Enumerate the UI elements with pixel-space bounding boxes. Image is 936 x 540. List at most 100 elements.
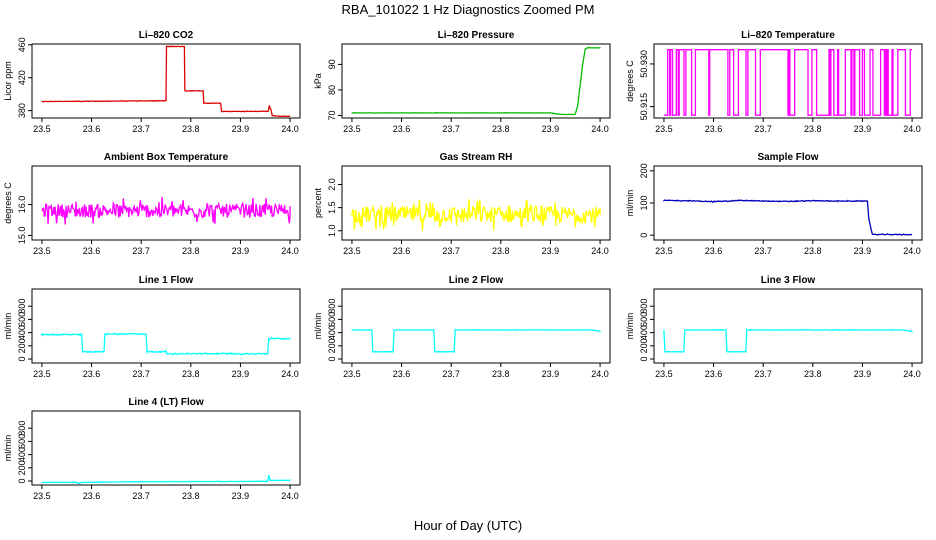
- x-tick-label: 23.9: [232, 246, 250, 256]
- y-axis-label: degrees C: [3, 182, 13, 224]
- figure-title: RBA_101022 1 Hz Diagnostics Zoomed PM: [341, 2, 595, 17]
- y-axis-label: ml/min: [313, 313, 323, 340]
- x-tick-label: 23.6: [393, 246, 411, 256]
- chart-title: Ambient Box Temperature: [104, 152, 229, 163]
- x-tick-label: 23.6: [83, 369, 101, 379]
- y-axis-label: ml/min: [625, 190, 635, 217]
- series-line: [41, 474, 291, 484]
- x-tick-label: 23.5: [655, 369, 673, 379]
- x-tick-label: 23.9: [232, 369, 250, 379]
- y-tick-label: 50.930: [639, 50, 649, 78]
- x-tick-label: 23.5: [33, 246, 51, 256]
- chart-panel-6: Sample Flow 23.5 23.6 23.7 23.8 23.9 24.0 0 100 2…: [625, 152, 923, 256]
- y-axis-label: Licor ppm: [3, 61, 13, 101]
- y-tick-label: 600: [327, 312, 337, 327]
- x-tick-label: 23.6: [83, 124, 101, 134]
- plot-frame: [653, 165, 923, 241]
- chart-panel-8: Line 2 Flow 23.5 23.6 23.7 23.8 23.9 24.0 0 2004…: [313, 275, 611, 379]
- x-tick-label: 23.6: [83, 491, 101, 501]
- chart-title: Line 3 Flow: [761, 275, 816, 286]
- x-tick-label: 23.8: [804, 124, 822, 134]
- x-tick-label: 23.9: [854, 369, 872, 379]
- chart-panel-4: Ambient Box Temperature 23.5 23.6 23.7 23.8 2…: [3, 152, 301, 256]
- chart-title: Line 4 (LT) Flow: [128, 397, 204, 408]
- x-tick-label: 23.7: [442, 124, 460, 134]
- y-axis-label: kPa: [313, 73, 323, 89]
- x-tick-label: 24.0: [903, 124, 921, 134]
- y-tick-label: 600: [17, 434, 27, 449]
- x-tick-label: 24.0: [591, 369, 609, 379]
- series-line: [351, 46, 601, 116]
- y-tick-label: 1.5: [327, 201, 337, 214]
- chart-panel-9: Line 3 Flow 23.5 23.6 23.7 23.8 23.9 24.0 0 2004…: [625, 275, 923, 379]
- x-tick-label: 23.5: [33, 491, 51, 501]
- x-tick-label: 23.9: [542, 369, 560, 379]
- y-tick-label: 2.0: [327, 178, 337, 191]
- x-tick-label: 24.0: [591, 246, 609, 256]
- y-tick-label: 15.0: [17, 227, 27, 245]
- series-line: [351, 199, 601, 231]
- x-tick-label: 23.6: [393, 369, 411, 379]
- y-tick-label: 800: [17, 299, 27, 314]
- y-tick-label: 800: [17, 421, 27, 436]
- x-tick-label: 23.6: [705, 246, 723, 256]
- chart-title: Li–820 Pressure: [438, 30, 515, 41]
- y-tick-label: 380: [17, 103, 27, 118]
- y-tick-label: 80: [327, 85, 337, 95]
- x-tick-label: 23.5: [33, 369, 51, 379]
- y-tick-label: 400: [639, 325, 649, 340]
- series-line: [41, 332, 291, 356]
- x-tick-label: 23.8: [492, 246, 510, 256]
- y-tick-label: 400: [327, 325, 337, 340]
- plot-frame: [653, 288, 923, 364]
- x-tick-label: 23.7: [442, 246, 460, 256]
- x-tick-label: 23.5: [343, 369, 361, 379]
- x-tick-label: 23.9: [232, 124, 250, 134]
- y-tick-label: 0: [639, 357, 649, 362]
- x-tick-label: 23.7: [132, 246, 150, 256]
- x-tick-label: 24.0: [281, 491, 299, 501]
- x-tick-label: 23.9: [542, 246, 560, 256]
- x-tick-label: 23.5: [655, 124, 673, 134]
- x-tick-label: 23.8: [804, 246, 822, 256]
- chart-title: Li–820 Temperature: [741, 30, 835, 41]
- chart-panel-3: Li–820 Temperature 23.5 23.6 23.7 23.8 23.9 24…: [625, 30, 923, 134]
- plot-frame: [31, 288, 301, 364]
- x-tick-label: 23.8: [182, 124, 200, 134]
- y-tick-label: 400: [17, 325, 27, 340]
- y-axis-label: degrees C: [625, 60, 635, 102]
- y-tick-label: 420: [17, 70, 27, 85]
- x-tick-label: 24.0: [591, 124, 609, 134]
- y-tick-label: 0: [639, 233, 649, 238]
- x-tick-label: 23.7: [132, 491, 150, 501]
- y-tick-label: 200: [327, 338, 337, 353]
- series-line: [41, 45, 291, 117]
- x-tick-label: 23.7: [132, 369, 150, 379]
- x-tick-label: 23.5: [655, 246, 673, 256]
- chart-panel-5: Gas Stream RH 23.5 23.6 23.7 23.8 23.9 24.0 1.0…: [313, 152, 611, 256]
- x-tick-label: 23.7: [754, 369, 772, 379]
- y-tick-label: 200: [639, 338, 649, 353]
- x-tick-label: 23.9: [232, 491, 250, 501]
- y-axis-label: ml/min: [3, 435, 13, 462]
- x-tick-label: 23.8: [492, 124, 510, 134]
- chart-panel-1: Li–820 CO2 23.5 23.6 23.7 23.8 23.9 24.0 380 420…: [3, 30, 301, 134]
- plot-frame: [31, 410, 301, 486]
- y-axis-label: ml/min: [3, 313, 13, 340]
- x-tick-label: 23.5: [343, 246, 361, 256]
- chart-title: Sample Flow: [757, 152, 818, 163]
- plot-frame: [341, 288, 611, 364]
- x-tick-label: 23.8: [804, 369, 822, 379]
- series-line: [663, 199, 913, 236]
- plot-frame: [31, 43, 301, 119]
- x-tick-label: 23.5: [343, 124, 361, 134]
- y-tick-label: 460: [17, 37, 27, 52]
- y-tick-label: 400: [17, 447, 27, 462]
- x-tick-label: 23.8: [182, 246, 200, 256]
- y-tick-label: 200: [639, 163, 649, 178]
- series-line: [41, 196, 291, 225]
- chart-panel-2: Li–820 Pressure 23.5 23.6 23.7 23.8 23.9 24.0 7…: [313, 30, 611, 134]
- x-tick-label: 23.6: [705, 124, 723, 134]
